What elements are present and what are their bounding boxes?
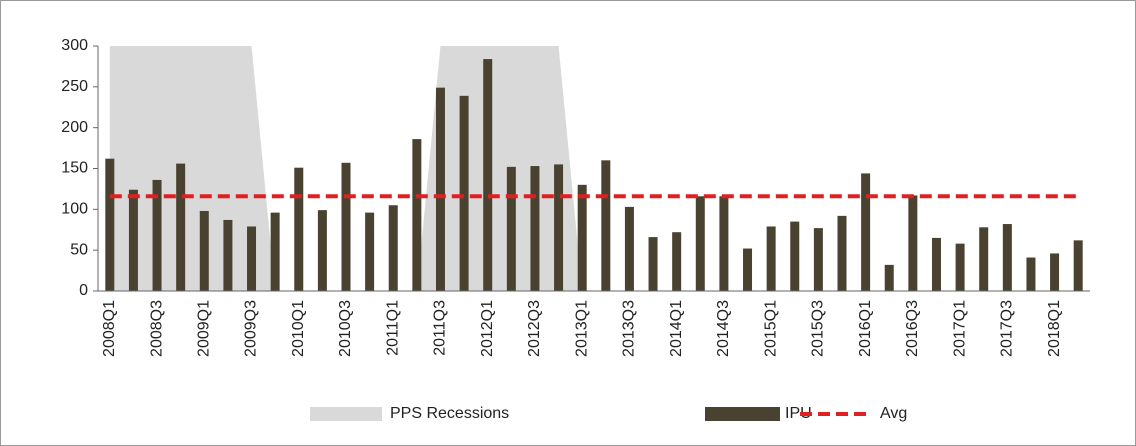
x-tick-label: 2010Q3	[337, 300, 354, 357]
bar	[435, 87, 445, 292]
bar	[766, 226, 776, 291]
bar	[719, 196, 729, 291]
bar	[105, 158, 115, 291]
y-tick-label: 250	[61, 78, 88, 95]
y-tick-label: 300	[61, 37, 88, 54]
y-tick-label: 0	[79, 282, 88, 299]
y-tick-label: 50	[70, 241, 88, 258]
bar	[861, 173, 871, 291]
x-tick-label: 2016Q3	[904, 300, 921, 357]
bar	[813, 228, 823, 291]
bar	[1002, 224, 1012, 291]
x-tick-label: 2009Q1	[196, 300, 213, 357]
x-tick-label: 2018Q1	[1046, 300, 1063, 357]
bar	[554, 164, 564, 291]
bar	[530, 166, 540, 291]
x-tick-label: 2014Q3	[715, 300, 732, 357]
x-tick-label: 2013Q3	[621, 300, 638, 357]
bar	[270, 212, 280, 291]
bar	[176, 163, 186, 291]
bar	[247, 226, 257, 291]
x-tick-label: 2015Q1	[762, 300, 779, 357]
bar	[743, 248, 753, 291]
x-tick-label: 2010Q1	[290, 300, 307, 357]
bar	[577, 184, 587, 291]
bar	[152, 179, 162, 291]
y-tick-label: 200	[61, 119, 88, 136]
bar	[1026, 257, 1036, 291]
bar	[341, 162, 351, 291]
bar	[601, 160, 611, 291]
bar	[648, 237, 658, 291]
bar	[1073, 240, 1083, 291]
x-tick-label: 2012Q3	[526, 300, 543, 357]
bar	[317, 210, 327, 291]
bar	[1050, 253, 1060, 291]
bar	[223, 219, 233, 291]
x-tick-label: 2017Q3	[999, 300, 1016, 357]
y-tick-label: 100	[61, 201, 88, 218]
x-tick-label: 2015Q3	[810, 300, 827, 357]
y-tick-label: 150	[61, 160, 88, 177]
bar	[506, 166, 516, 291]
bar	[884, 264, 894, 291]
legend-swatch	[705, 407, 780, 421]
x-tick-label: 2012Q1	[479, 300, 496, 357]
x-tick-label: 2009Q3	[243, 300, 260, 357]
x-tick-label: 2008Q1	[101, 300, 118, 357]
bar	[931, 237, 941, 291]
bar	[955, 243, 965, 291]
legend-label: PPS Recessions	[390, 405, 509, 422]
x-tick-label: 2014Q1	[668, 300, 685, 357]
bar	[979, 227, 989, 291]
bar	[790, 221, 800, 291]
bar	[837, 215, 847, 291]
bar	[294, 167, 304, 291]
x-tick-label: 2011Q1	[384, 300, 401, 356]
x-tick-label: 2013Q1	[573, 300, 590, 357]
x-tick-label: 2016Q1	[857, 300, 874, 357]
bar	[695, 196, 705, 291]
bar	[672, 232, 682, 291]
bar	[908, 195, 918, 291]
bar	[459, 95, 469, 291]
legend-label: IPU	[785, 405, 812, 422]
bar	[388, 205, 398, 291]
bar	[412, 139, 422, 291]
bar	[365, 212, 375, 291]
bar	[199, 210, 209, 291]
legend-swatch	[310, 407, 382, 421]
legend-label: Avg	[880, 405, 907, 422]
bar	[128, 189, 138, 291]
x-tick-label: 2008Q3	[148, 300, 165, 357]
bar	[483, 59, 493, 291]
x-tick-label: 2011Q3	[432, 300, 449, 356]
bar	[624, 206, 634, 291]
x-tick-label: 2017Q1	[951, 300, 968, 357]
